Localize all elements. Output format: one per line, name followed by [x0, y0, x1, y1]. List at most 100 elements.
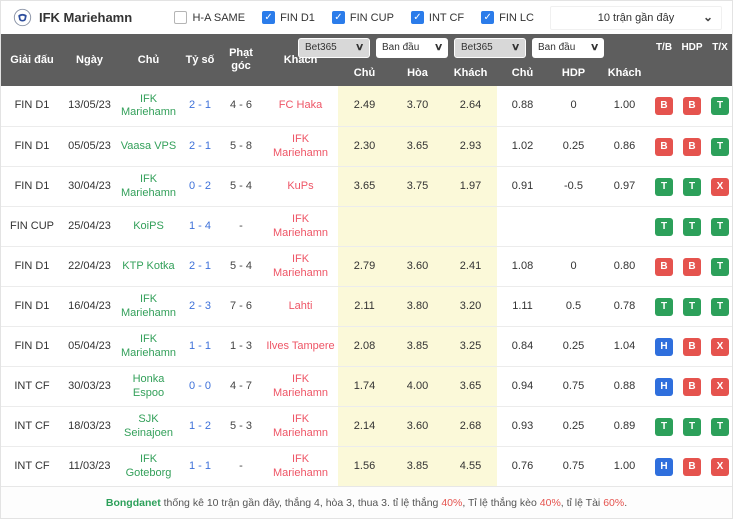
summary-segment: thống kê 10 trận gần đây, thắng 4, hòa 3…: [160, 497, 442, 509]
odds-hdp-away-cell: 1.04: [613, 339, 636, 352]
subcol-hdp-line: HDP: [561, 67, 586, 80]
range-select[interactable]: 10 trận gần đây ⌄: [550, 5, 722, 30]
score-link[interactable]: 0 - 2: [188, 179, 211, 192]
result-badge-tx: X: [711, 337, 729, 356]
home-team-link[interactable]: KTP Kotka: [122, 259, 175, 272]
bookmaker-select-2[interactable]: Bet365 ∨: [454, 37, 526, 58]
date-cell: 25/04/23: [68, 219, 111, 232]
chevron-down-icon: ∨: [433, 42, 444, 53]
score-link[interactable]: 1 - 1: [188, 339, 211, 352]
away-team-link[interactable]: IFK Mariehamn: [272, 373, 329, 399]
col-header-score: Tỷ số: [185, 53, 215, 66]
away-team-link[interactable]: FC Haka: [278, 99, 323, 112]
away-team-link[interactable]: IFK Mariehamn: [272, 213, 329, 239]
odds-hdp-home-cell: 0.76: [511, 459, 534, 472]
away-team-link[interactable]: IFK Mariehamn: [272, 453, 329, 479]
filter-checkbox[interactable]: ✓ FIN CUP: [331, 11, 394, 24]
team-logo-icon: [13, 8, 32, 27]
date-cell: 13/05/23: [68, 99, 111, 112]
col-header-tx: T/X: [712, 41, 728, 53]
result-badge-tx: T: [711, 137, 729, 156]
bookmaker-select-1[interactable]: Bet365 ∨: [298, 37, 370, 58]
filter-checkbox[interactable]: H-A SAME: [174, 11, 245, 24]
score-link[interactable]: 1 - 2: [188, 419, 211, 432]
result-badge-tb: B: [655, 257, 673, 276]
filter-label: INT CF: [428, 11, 465, 24]
result-badge-hdp: T: [683, 297, 701, 316]
line-select-2[interactable]: Ban đầu ∨: [532, 37, 604, 58]
away-team-link[interactable]: IFK Mariehamn: [272, 253, 329, 279]
home-team-link[interactable]: IFK Mariehamn: [120, 293, 177, 319]
odds-1x2-home-cell: 1.56: [338, 447, 391, 486]
home-team-link[interactable]: Honka Espoo: [132, 373, 165, 399]
filter-label: FIN CUP: [349, 11, 394, 24]
result-badge-tx: T: [711, 417, 729, 436]
col-header-league: Giải đấu: [10, 53, 54, 66]
score-link[interactable]: 2 - 1: [188, 99, 211, 112]
checkbox-checked-icon[interactable]: ✓: [331, 11, 345, 24]
odds-hdp-away-cell: 0.97: [613, 179, 636, 192]
checkbox-checked-icon[interactable]: ✓: [481, 11, 495, 24]
table-body: FIN D1 13/05/23 IFK Mariehamn 2 - 1 4 - …: [1, 86, 732, 486]
odds-1x2-draw-cell: 3.70: [391, 86, 444, 126]
score-link[interactable]: 1 - 1: [188, 459, 211, 472]
league-cell: FIN D1: [14, 299, 50, 312]
result-badge-tb: B: [655, 137, 673, 156]
over-rate: 60%: [603, 497, 625, 509]
checkbox-checked-icon[interactable]: ✓: [262, 11, 276, 24]
score-link[interactable]: 1 - 4: [188, 219, 211, 232]
away-team-link[interactable]: IFK Mariehamn: [272, 133, 329, 159]
home-team-link[interactable]: IFK Mariehamn: [120, 333, 177, 359]
corners-cell: 5 - 8: [229, 139, 252, 152]
checkbox-unchecked-icon[interactable]: [174, 11, 188, 24]
corners-cell: -: [239, 459, 243, 472]
score-link[interactable]: 2 - 1: [188, 259, 211, 272]
checkbox-checked-icon[interactable]: ✓: [410, 11, 424, 24]
odds-hdp-away-cell: 0.88: [613, 379, 636, 392]
away-team-link[interactable]: Ilves Tampere: [266, 339, 335, 352]
table-row: FIN D1 05/05/23 Vaasa VPS 2 - 1 5 - 8 IF…: [1, 126, 732, 166]
result-badge-tx: T: [711, 257, 729, 276]
filter-checkbox[interactable]: ✓ FIN D1: [262, 11, 315, 24]
date-cell: 05/04/23: [68, 339, 111, 352]
odds-selectors: Bet365 ∨ Ban đầu ∨ Bet365 ∨ Ban đầu ∨: [298, 34, 610, 61]
filter-group: H-A SAME ✓ FIN D1 ✓ FIN CUP ✓ INT CF ✓ FIN LC: [174, 11, 534, 24]
result-badge-tx: X: [711, 377, 729, 396]
filter-checkbox[interactable]: ✓ FIN LC: [481, 11, 534, 24]
line-select-1[interactable]: Ban đầu ∨: [376, 37, 448, 58]
line-select-2-value: Ban đầu: [538, 42, 576, 53]
score-link[interactable]: 2 - 3: [188, 299, 211, 312]
score-link[interactable]: 0 - 0: [188, 379, 211, 392]
corners-cell: 5 - 3: [229, 419, 252, 432]
table-row: FIN CUP 25/04/23 KoiPS 1 - 4 - IFK Marie…: [1, 206, 732, 246]
result-badge-hdp: B: [683, 137, 701, 156]
result-badge-tb: H: [655, 377, 673, 396]
date-cell: 11/03/23: [68, 459, 111, 472]
subcol-hdp-away: Khách: [607, 67, 642, 80]
home-team-link[interactable]: IFK Goteborg: [125, 453, 172, 479]
col-header-corners: Phạt góc: [229, 47, 253, 72]
home-team-link[interactable]: KoiPS: [133, 219, 164, 232]
odds-1x2-away-cell: 2.64: [444, 86, 497, 126]
away-team-link[interactable]: KuPs: [287, 179, 314, 192]
home-team-link[interactable]: Vaasa VPS: [120, 139, 177, 152]
filter-label: FIN LC: [499, 11, 534, 24]
corners-cell: 4 - 6: [229, 99, 252, 112]
result-badge-tb: T: [655, 417, 673, 436]
date-cell: 22/04/23: [68, 259, 111, 272]
home-team-link[interactable]: SJK Seinajoen: [124, 413, 173, 439]
odds-1x2-away-cell: 3.65: [444, 367, 497, 406]
away-team-link[interactable]: Lahti: [288, 299, 313, 312]
score-link[interactable]: 2 - 1: [188, 139, 211, 152]
home-team-link[interactable]: IFK Mariehamn: [120, 173, 177, 199]
date-cell: 18/03/23: [68, 419, 111, 432]
odds-hdp-line-cell: 0: [570, 259, 577, 272]
home-team-link[interactable]: IFK Mariehamn: [120, 92, 177, 118]
odds-hdp-home-cell: 0.91: [511, 179, 534, 192]
away-team-link[interactable]: IFK Mariehamn: [272, 413, 329, 439]
subcol-hdp-home: Chủ: [511, 67, 534, 80]
result-badge-hdp: T: [683, 217, 701, 236]
filter-checkbox[interactable]: ✓ INT CF: [410, 11, 465, 24]
odds-hdp-away-cell: 1.00: [613, 99, 636, 112]
odds-1x2-home-cell: 2.49: [338, 86, 391, 126]
